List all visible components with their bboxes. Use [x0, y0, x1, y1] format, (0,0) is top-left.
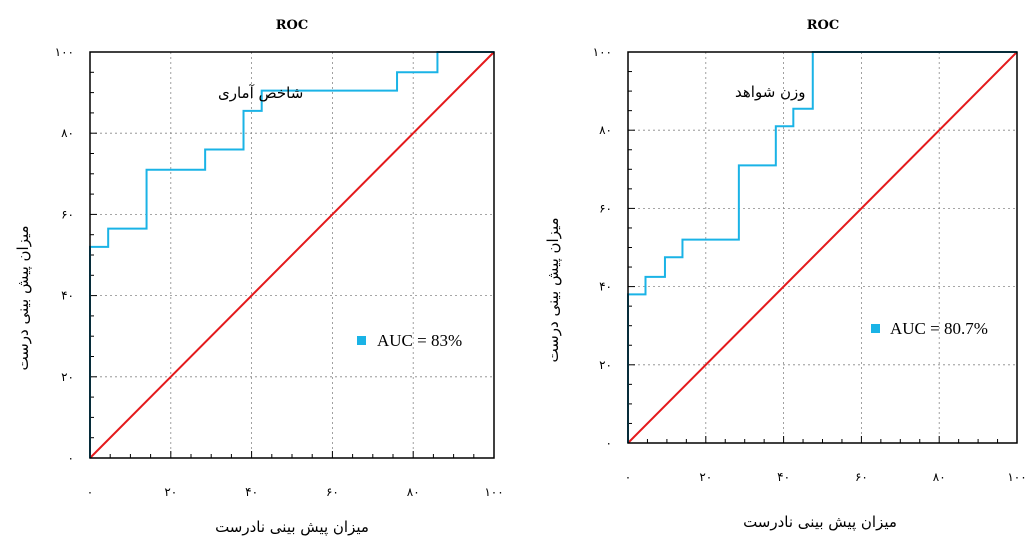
- chart-panel-left: ROC ۰ ۲۰ ۴۰ ۶۰ ۸۰ ۱۰۰ ۰ ۲۰ ۴۰ ۶۰ ۸۰ ۱۰۰ …: [14, 18, 504, 537]
- y-axis-label-right: میزان پیش بینی درست: [544, 217, 563, 362]
- x-tick-label: ۱۰۰: [1007, 470, 1026, 484]
- y-tick-label: ۶۰: [61, 207, 74, 221]
- roc-curve-left: [89, 51, 494, 458]
- roc-curve-right: [627, 51, 1017, 443]
- y-tick-label: ۴۰: [599, 280, 612, 294]
- x-tick-labels-right: ۰ ۲۰ ۴۰ ۶۰ ۸۰ ۱۰۰: [625, 470, 1027, 484]
- legend-marker-right: [871, 324, 880, 333]
- y-tick-label: ۸۰: [599, 123, 612, 137]
- x-tick-label: ۶۰: [326, 485, 339, 499]
- y-tick-label: ۴۰: [61, 289, 74, 303]
- y-tick-label: ۱۰۰: [55, 45, 74, 59]
- reference-line-left: [89, 51, 495, 459]
- legend-label-left: AUC = 83%: [377, 331, 462, 350]
- y-tick-label: ۰: [606, 436, 612, 450]
- y-axis-label-left: میزان پیش بینی درست: [14, 225, 33, 370]
- y-tick-labels-left: ۰ ۲۰ ۴۰ ۶۰ ۸۰ ۱۰۰: [55, 45, 74, 465]
- annotation-left: شاخص آماری: [218, 84, 303, 102]
- x-tick-label: ۱۰۰: [484, 485, 503, 499]
- x-tick-label: ۲۰: [164, 485, 177, 499]
- y-tick-labels-right: ۰ ۲۰ ۴۰ ۶۰ ۸۰ ۱۰۰: [593, 45, 612, 450]
- y-tick-label: ۰: [68, 451, 74, 465]
- x-tick-label: ۰: [625, 470, 631, 484]
- y-tick-label: ۱۰۰: [593, 45, 612, 59]
- reference-line-right: [627, 51, 1018, 444]
- grid-right: [628, 52, 1017, 443]
- x-tick-label: ۲۰: [699, 470, 712, 484]
- plot-frame-right: [627, 51, 1018, 444]
- chart-panel-right: ROC ۰ ۲۰ ۴۰ ۶۰ ۸۰ ۱۰۰ ۰ ۲۰ ۴۰ ۶۰ ۸۰ ۱۰۰ …: [544, 18, 1027, 532]
- grid-left: [90, 52, 494, 458]
- annotation-right: وزن شواهد: [735, 83, 806, 101]
- y-tick-label: ۶۰: [599, 201, 612, 215]
- y-tick-label: ۸۰: [61, 126, 74, 140]
- x-tick-label: ۴۰: [245, 485, 258, 499]
- x-tick-label: ۶۰: [855, 470, 868, 484]
- x-tick-label: ۸۰: [407, 485, 420, 499]
- x-axis-label-right: میزان پیش بینی نادرست: [743, 513, 897, 532]
- chart-title-right: ROC: [807, 18, 839, 33]
- chart-title-left: ROC: [276, 18, 308, 33]
- x-tick-label: ۸۰: [933, 470, 946, 484]
- y-tick-label: ۲۰: [599, 358, 612, 372]
- legend-marker-left: [357, 336, 366, 345]
- x-tick-label: ۰: [87, 485, 93, 499]
- x-axis-label-left: میزان پیش بینی نادرست: [215, 518, 369, 537]
- x-tick-label: ۴۰: [777, 470, 790, 484]
- legend-label-right: AUC = 80.7%: [890, 319, 988, 338]
- plot-frame-left: [89, 51, 495, 459]
- y-tick-label: ۲۰: [61, 370, 74, 384]
- x-tick-labels-left: ۰ ۲۰ ۴۰ ۶۰ ۸۰ ۱۰۰: [87, 485, 504, 499]
